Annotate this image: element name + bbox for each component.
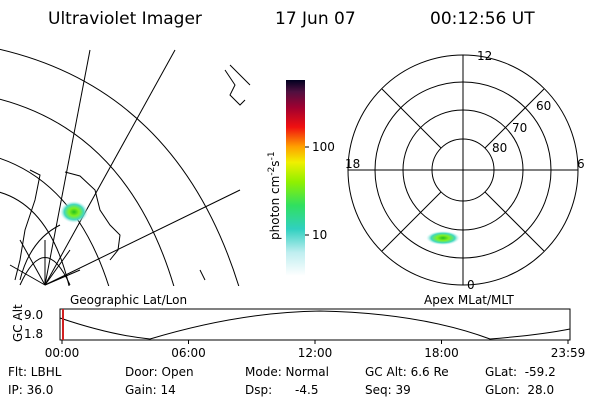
timeline-x-tick: 18:00 (424, 346, 459, 360)
timeline-y-tick: 9.0 (24, 308, 43, 322)
polar-grid (347, 54, 579, 286)
timeline-x-tick: 06:00 (171, 346, 206, 360)
status-field: GLon: 28.0 (485, 383, 554, 397)
status-field: GC Alt: 6.6 Re (365, 365, 449, 379)
aurora-blob (426, 231, 460, 245)
unit-exp: -2 (267, 167, 277, 176)
aurora-blob (60, 201, 88, 223)
timeline-x-tick: 12:00 (298, 346, 333, 360)
time: 00:12:56 UT (430, 9, 535, 29)
colorbar-tick-label: 10 (312, 228, 327, 242)
status-field: GLat: -59.2 (485, 365, 556, 379)
unit-exp: -1 (267, 151, 277, 160)
status-field: Door: Open (125, 365, 194, 379)
colorbar-tick-label: 100 (312, 140, 335, 154)
date: 17 Jun 07 (275, 9, 356, 29)
status-field: IP: 36.0 (8, 383, 53, 397)
unit-text: photon cm (268, 176, 282, 240)
status-field: Mode: Normal (245, 365, 329, 379)
timeline-y-tick: 1.8 (24, 327, 43, 341)
altitude-curve (59, 310, 571, 340)
caption: Geographic Lat/Lon (70, 293, 187, 307)
timeline-box (59, 308, 571, 341)
mlt-label: 12 (477, 49, 492, 63)
unit-text: s (268, 160, 282, 166)
status-field: Gain: 14 (125, 383, 176, 397)
colorbar (286, 80, 305, 276)
timeline-x-ticks: 00:00 06:00 12:00 18:00 23:59 (45, 340, 586, 360)
footer: Flt: LBHL IP: 36.0 Door: Open Gain: 14 Mode:… (8, 365, 556, 397)
lat-label: 60 (536, 99, 551, 113)
mlt-label: 18 (345, 157, 360, 171)
lat-label: 80 (492, 141, 507, 155)
mlt-label: 0 (467, 278, 475, 292)
colorbar-unit: photon cm-2s-1 (267, 151, 282, 240)
status-field: Flt: LBHL (8, 365, 62, 379)
lat-label: 70 (512, 121, 527, 135)
status-field: Seq: 39 (365, 383, 411, 397)
geo-map (0, 48, 251, 286)
colorbar-label: photon cm-2s-1 (267, 151, 282, 240)
timeline-x-tick: 00:00 (45, 346, 80, 360)
timeline-x-tick: 23:59 (551, 346, 586, 360)
title: Ultraviolet Imager (48, 9, 202, 29)
mlt-label: 6 (577, 157, 585, 171)
timeline-y-label: GC Alt (11, 304, 25, 342)
status-field: Dsp: -4.5 (245, 383, 318, 397)
caption: Apex MLat/MLT (424, 293, 514, 307)
